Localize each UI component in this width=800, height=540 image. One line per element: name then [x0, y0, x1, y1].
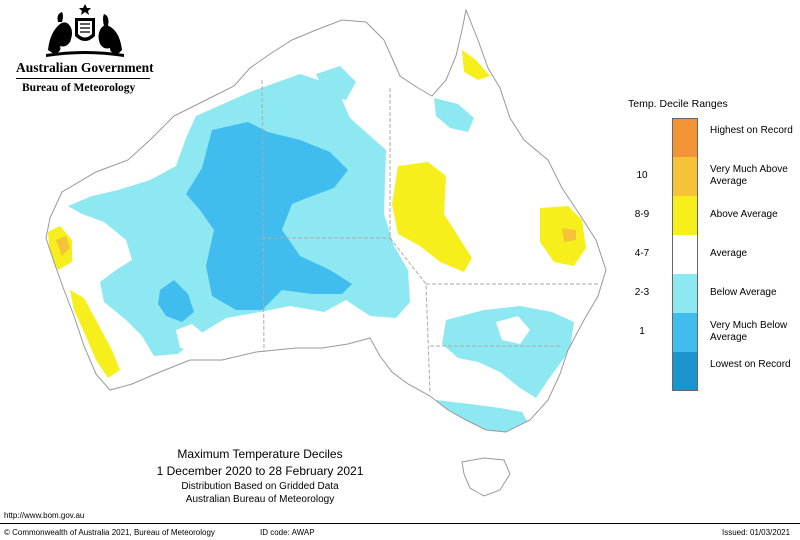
- state-borders: [261, 79, 600, 393]
- legend-label: Average: [710, 248, 748, 259]
- legend-label: Highest on Record: [710, 125, 793, 136]
- legend-swatch: [672, 352, 698, 391]
- header-rule: [16, 78, 150, 79]
- very-much-below-average-region: [186, 122, 352, 310]
- legend-label: Lowest on Record: [710, 359, 791, 370]
- above-average-region-cape: [462, 50, 490, 80]
- issued-date: Issued: 01/03/2021: [722, 528, 791, 537]
- legend-label: Below Average: [710, 287, 777, 298]
- caption-title: Maximum Temperature Deciles: [177, 447, 343, 461]
- product-id-code: ID code: AWAP: [260, 528, 315, 537]
- government-name: Australian Government: [16, 60, 154, 75]
- legend-swatch: [672, 274, 698, 313]
- legend-range: 8-9: [634, 209, 650, 220]
- below-average-region-top-end: [316, 66, 356, 100]
- below-average-region-southeast: [442, 306, 574, 398]
- legend-label: Very Much Below Average: [710, 320, 788, 343]
- legend-swatch: [672, 157, 698, 196]
- coat-of-arms-icon: [46, 4, 124, 57]
- caption-dates: 1 December 2020 to 28 February 2021: [156, 464, 364, 478]
- legend-range: 2-3: [634, 287, 650, 298]
- above-average-region-qld: [392, 162, 472, 272]
- website-link[interactable]: http://www.bom.gov.au: [4, 511, 85, 520]
- very-much-above-average-qld: [562, 228, 576, 242]
- below-average-region-victoria: [434, 400, 530, 432]
- map-caption: Maximum Temperature Deciles 1 December 2…: [100, 446, 420, 506]
- legend-title: Temp. Decile Ranges: [628, 98, 728, 110]
- very-much-below-average-sw: [158, 280, 194, 322]
- legend-swatch: [672, 235, 698, 274]
- legend-swatch: [672, 313, 698, 352]
- legend-range: 4-7: [634, 248, 650, 259]
- copyright-notice: © Commonwealth of Australia 2021, Bureau…: [4, 528, 215, 537]
- tasmania-outline: [461, 457, 511, 497]
- above-average-region-qld-coast: [540, 206, 586, 266]
- legend-label: Very Much Above Average: [710, 164, 788, 187]
- legend-swatch: [672, 118, 698, 157]
- bureau-name: Bureau of Meteorology: [22, 82, 136, 94]
- below-average-region-cape: [434, 98, 474, 132]
- legend-swatch: [672, 196, 698, 235]
- caption-subtitle: Distribution Based on Gridded Data: [181, 481, 339, 492]
- caption-source: Australian Bureau of Meteorology: [185, 494, 335, 505]
- very-much-above-average-west: [56, 236, 70, 256]
- above-average-region-wa-coast: [70, 290, 120, 378]
- legend-range: 1: [639, 326, 645, 337]
- footer-rule: [0, 523, 800, 524]
- legend-range: 10: [636, 170, 648, 181]
- legend-label: Above Average: [710, 209, 778, 220]
